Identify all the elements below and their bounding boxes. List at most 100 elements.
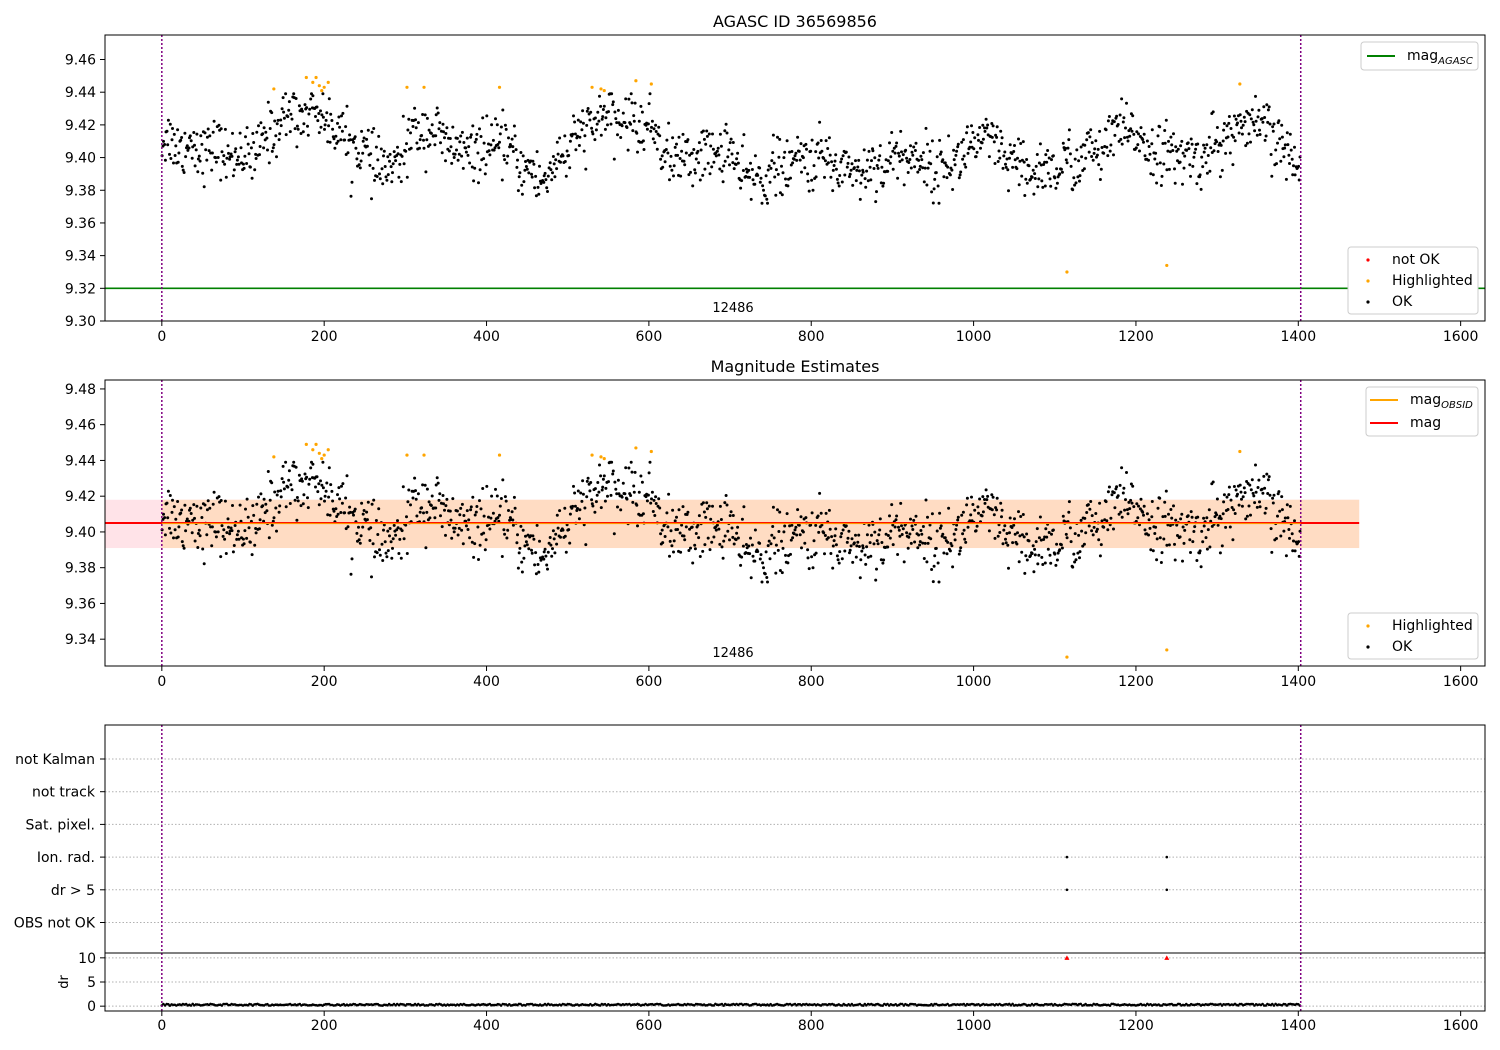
ok-point [440,525,444,529]
ok-point [1017,560,1021,564]
ok-point [601,108,605,111]
ok-point [595,122,599,126]
ok-point [243,529,247,533]
ok-point [344,125,348,129]
ok-point [1100,519,1104,523]
ok-point [192,131,196,134]
magnitude-plot-frame [104,379,1486,667]
ok-point [736,536,740,540]
dr-point [1272,1004,1276,1007]
ok-point [340,114,343,118]
ok-point [998,531,1002,534]
ok-point [758,166,762,170]
ok-point [701,129,705,133]
ok-point [484,538,488,542]
ok-point [891,523,895,527]
ok-point [1065,161,1069,165]
ok-point [382,528,385,532]
ok-point [1012,523,1016,527]
ok-point [1016,531,1019,535]
ok-point [482,514,486,518]
ok-point [1011,165,1015,169]
ok-point [1145,512,1149,516]
ok-point [498,504,502,508]
ok-point [796,508,800,512]
ok-point [830,160,834,164]
ok-point [1078,179,1081,183]
ok-point [211,502,215,506]
ok-point [320,113,324,117]
ok-point [469,505,473,509]
ok-point [680,149,684,153]
ok-point [553,175,557,179]
ok-point [977,138,980,142]
ok-point [391,546,394,550]
ok-point [766,201,769,205]
ok-point [790,150,794,153]
ok-point [1188,538,1192,542]
ok-point [811,566,815,570]
ok-point [516,533,519,537]
ok-point [394,533,398,537]
ok-point [527,547,531,551]
ok-point [567,528,571,532]
ok-point [538,539,541,543]
ok-point [1181,525,1185,529]
ok-point [197,528,201,532]
ok-point [484,163,488,167]
ok-point [231,174,235,178]
ok-point [814,175,818,179]
ok-point [1158,161,1162,165]
ok-point [946,540,950,544]
ok-point [564,174,568,178]
ok-point [663,160,667,164]
ok-point [840,157,844,161]
ok-point [185,144,189,148]
ok-point [632,484,636,488]
ok-point [588,118,592,122]
ok-point [357,525,360,529]
ok-point [599,506,603,510]
ok-point [932,564,936,568]
ok-point [249,146,253,150]
ok-point [448,509,452,513]
ok-point [1249,117,1253,121]
ok-point [941,158,945,162]
ok-point [551,529,555,533]
ok-point [336,121,339,125]
ok-point [867,523,871,527]
ok-point [913,165,917,169]
ok-point [776,548,780,552]
ok-point [778,569,782,572]
ok-point [650,497,653,501]
ok-point [173,528,177,532]
ok-point [1096,147,1100,151]
ok-point [520,183,524,187]
ok-point [452,156,456,159]
ok-point [1098,178,1102,181]
ok-point [415,514,419,518]
ok-point [1003,150,1007,154]
ok-point [669,529,673,533]
ok-point [905,156,909,160]
ok-point [677,508,681,512]
ok-point [521,528,525,532]
ok-point [319,497,323,501]
ok-point [427,500,431,504]
ok-point [405,175,409,179]
ok-point [176,500,180,503]
ok-point [704,142,708,146]
ok-point [705,129,709,133]
ok-point [899,501,903,505]
ok-point [1233,139,1237,143]
ok-point [295,124,299,128]
ok-point [1025,181,1029,185]
ok-point [1260,487,1264,491]
ok-point [657,497,661,501]
magnitude-obsid-label: 12486 [712,646,753,661]
ok-point [409,503,412,507]
ok-point [1104,500,1108,504]
ok-point [1254,490,1258,494]
ok-point [1297,554,1301,558]
